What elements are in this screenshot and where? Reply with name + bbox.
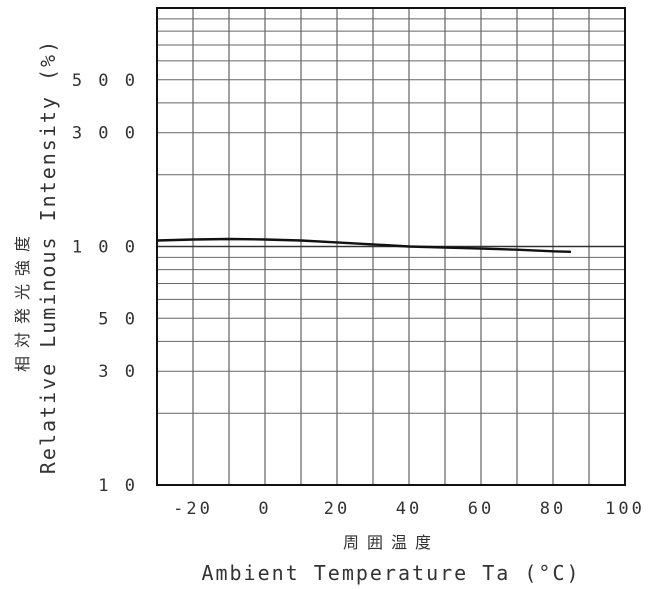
y-tick-labels: 1 0 3 0 5 0 1 0 0 3 0 0 5 0 0 xyxy=(72,71,138,496)
y-axis-title-jp: 相対発光強度 xyxy=(13,228,32,372)
series-line xyxy=(156,237,572,253)
x-axis-title: Ambient Temperature Ta (°C) xyxy=(201,561,580,585)
x-tick-label: 40 xyxy=(396,499,422,519)
x-tick-labels: -20 0 20 40 60 80 100 xyxy=(173,499,645,519)
x-axis-title-jp: 周囲温度 xyxy=(343,533,439,552)
x-tick-label: 20 xyxy=(324,499,350,519)
plot-frame xyxy=(156,7,626,486)
y-tick-label: 5 0 0 xyxy=(72,71,138,91)
y-tick-label: 5 0 xyxy=(98,309,138,329)
x-tick-label: 80 xyxy=(540,499,566,519)
x-tick-label: -20 xyxy=(173,499,213,519)
y-axis-title: Relative Luminous Intensity (%) xyxy=(36,39,60,474)
y-tick-label: 3 0 0 xyxy=(72,124,138,144)
x-tick-label: 0 xyxy=(258,499,271,519)
y-tick-label: 1 0 xyxy=(98,476,138,496)
x-tick-label: 100 xyxy=(605,499,645,519)
x-tick-label: 60 xyxy=(468,499,494,519)
y-tick-label: 1 0 0 xyxy=(72,238,138,258)
y-tick-label: 3 0 xyxy=(98,362,138,382)
